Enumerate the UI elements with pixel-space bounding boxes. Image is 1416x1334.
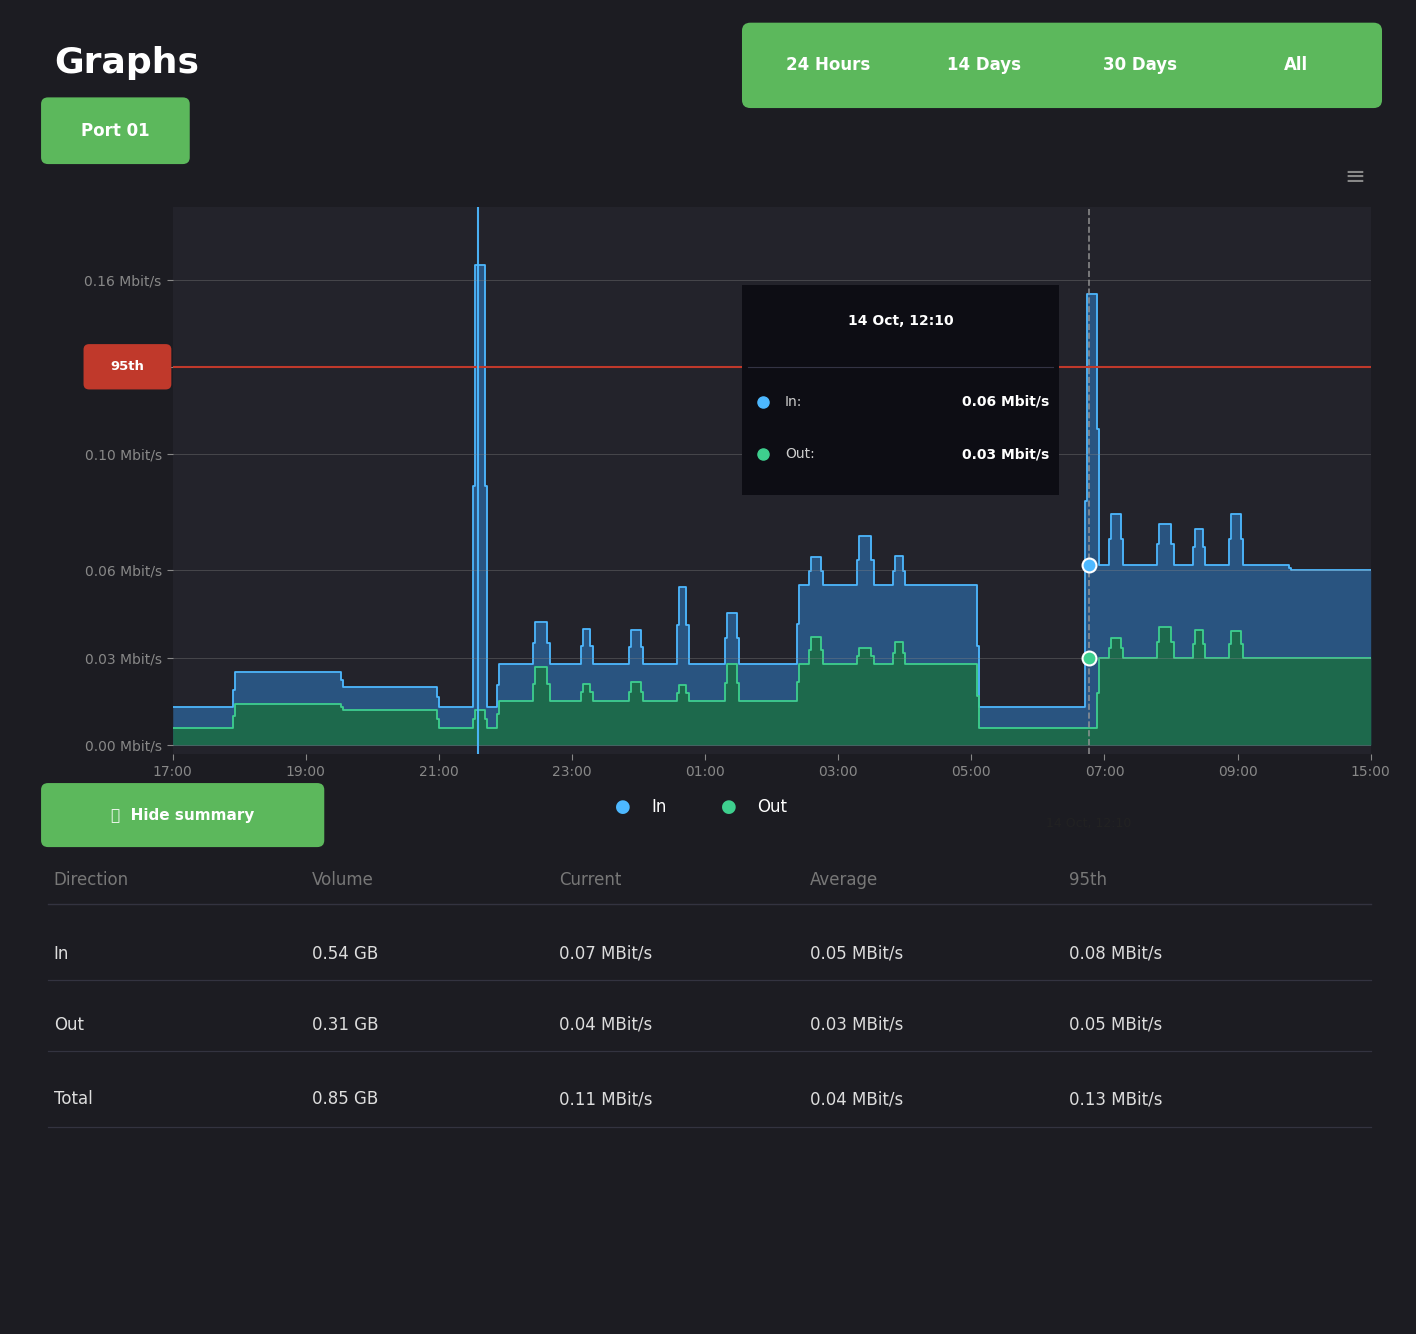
Text: Out:: Out: — [784, 447, 814, 462]
Text: Port 01: Port 01 — [81, 121, 150, 140]
Text: 0.05 MBit/s: 0.05 MBit/s — [810, 944, 903, 963]
Text: Volume: Volume — [312, 871, 374, 890]
Text: 0.04 MBit/s: 0.04 MBit/s — [810, 1090, 903, 1109]
Text: In:: In: — [784, 395, 803, 408]
Text: Out: Out — [54, 1015, 84, 1034]
Text: 0.85 GB: 0.85 GB — [312, 1090, 378, 1109]
Text: 0.31 GB: 0.31 GB — [312, 1015, 378, 1034]
Text: 0.03 Mbit/s: 0.03 Mbit/s — [963, 447, 1049, 462]
Text: 14 Oct, 12:10: 14 Oct, 12:10 — [1046, 816, 1131, 830]
Text: 14 Days: 14 Days — [947, 56, 1021, 75]
Text: 0.11 MBit/s: 0.11 MBit/s — [559, 1090, 653, 1109]
Text: Out: Out — [758, 798, 787, 816]
Text: 0.13 MBit/s: 0.13 MBit/s — [1069, 1090, 1163, 1109]
Text: ≡: ≡ — [1345, 165, 1365, 189]
Text: 95th: 95th — [1069, 871, 1107, 890]
Text: Total: Total — [54, 1090, 92, 1109]
Text: 0.05 MBit/s: 0.05 MBit/s — [1069, 1015, 1163, 1034]
Text: Average: Average — [810, 871, 878, 890]
Text: 0.04 MBit/s: 0.04 MBit/s — [559, 1015, 653, 1034]
Text: 30 Days: 30 Days — [1103, 56, 1177, 75]
Text: 0.08 MBit/s: 0.08 MBit/s — [1069, 944, 1163, 963]
Text: All: All — [1283, 56, 1308, 75]
Text: 14 Oct, 12:10: 14 Oct, 12:10 — [848, 315, 953, 328]
Text: ●: ● — [721, 798, 738, 816]
Text: 0.07 MBit/s: 0.07 MBit/s — [559, 944, 653, 963]
Text: Current: Current — [559, 871, 622, 890]
Text: In: In — [54, 944, 69, 963]
Text: ⦸  Hide summary: ⦸ Hide summary — [110, 807, 255, 823]
Text: 0.54 GB: 0.54 GB — [312, 944, 378, 963]
Text: In: In — [651, 798, 667, 816]
Text: 0.06 Mbit/s: 0.06 Mbit/s — [963, 395, 1049, 408]
Text: Graphs: Graphs — [54, 45, 198, 80]
Text: ●: ● — [615, 798, 632, 816]
FancyBboxPatch shape — [742, 285, 1059, 495]
Text: 95th: 95th — [110, 360, 144, 374]
Text: 0.03 MBit/s: 0.03 MBit/s — [810, 1015, 903, 1034]
Text: 24 Hours: 24 Hours — [786, 56, 871, 75]
Text: Direction: Direction — [54, 871, 129, 890]
